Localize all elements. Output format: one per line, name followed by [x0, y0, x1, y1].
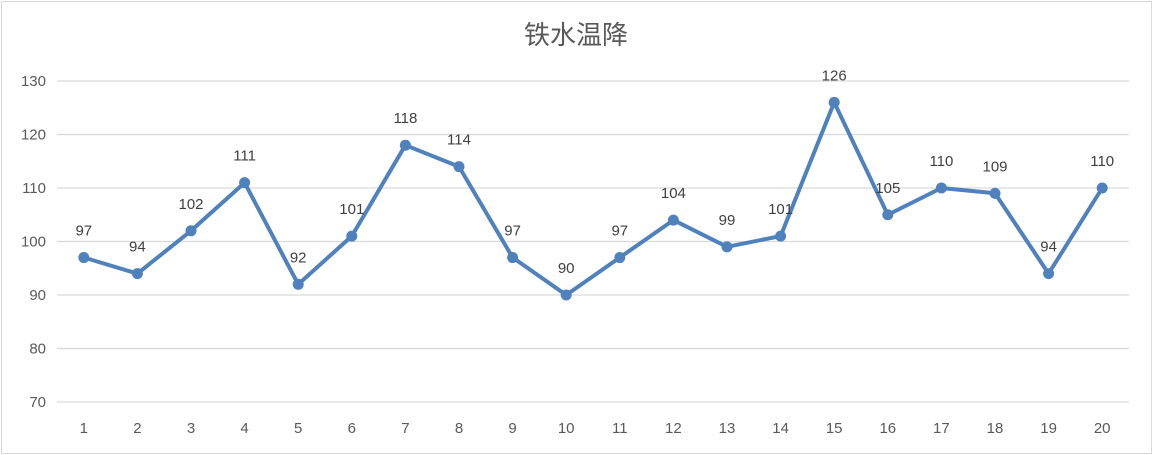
- data-label: 110: [1090, 153, 1114, 170]
- data-point: [78, 252, 90, 264]
- x-tick-label: 4: [240, 420, 248, 437]
- y-tick-label: 90: [29, 287, 46, 304]
- data-label: 114: [447, 132, 471, 149]
- data-point: [828, 96, 840, 108]
- data-point: [1043, 268, 1055, 280]
- data-point: [614, 252, 626, 264]
- data-point: [882, 209, 894, 221]
- data-label: 126: [822, 67, 847, 84]
- data-label: 99: [719, 212, 736, 229]
- x-tick-label: 16: [879, 420, 896, 437]
- data-label: 101: [339, 201, 364, 218]
- x-tick-label: 19: [1040, 420, 1057, 437]
- x-tick-label: 10: [558, 420, 575, 437]
- data-point: [1096, 182, 1108, 194]
- data-label: 102: [178, 196, 203, 213]
- data-point: [775, 230, 787, 242]
- x-tick-label: 5: [294, 420, 302, 437]
- data-point: [292, 278, 304, 290]
- data-point: [721, 241, 733, 253]
- x-axis-ticks: 1 2 3 4 5 6 7 8 9 10 11 12 13 14 15 16 17 18 19 20: [80, 420, 1111, 437]
- x-tick-label: 8: [455, 420, 463, 437]
- data-label: 111: [233, 148, 256, 165]
- data-point: [453, 161, 465, 173]
- x-tick-label: 2: [133, 420, 141, 437]
- data-point: [399, 139, 411, 151]
- y-tick-label: 120: [21, 127, 46, 144]
- y-axis-ticks: 70 80 90 100 110 120 130: [21, 73, 46, 411]
- data-label: 110: [929, 153, 953, 170]
- data-point: [507, 252, 519, 264]
- data-labels: 97 94 102 111 92 101 118 114 97 90 97 104 99 101 126 10…: [75, 67, 1114, 277]
- x-tick-label: 1: [80, 420, 88, 437]
- data-point: [239, 177, 251, 189]
- data-label: 94: [129, 239, 146, 256]
- x-tick-label: 11: [612, 420, 628, 437]
- data-label: 94: [1040, 239, 1057, 256]
- x-tick-label: 7: [401, 420, 409, 437]
- y-tick-label: 70: [29, 394, 46, 411]
- data-point: [185, 225, 197, 237]
- data-label: 92: [290, 249, 307, 266]
- x-tick-label: 15: [826, 420, 843, 437]
- x-tick-label: 14: [772, 420, 789, 437]
- chart-title: 铁水温降: [524, 21, 628, 51]
- x-tick-label: 6: [348, 420, 356, 437]
- y-tick-label: 130: [21, 73, 46, 90]
- x-tick-label: 17: [933, 420, 950, 437]
- x-tick-label: 9: [508, 420, 516, 437]
- x-tick-label: 13: [719, 420, 736, 437]
- data-label: 97: [504, 223, 521, 240]
- data-label: 97: [611, 223, 628, 240]
- x-tick-label: 20: [1094, 420, 1111, 437]
- data-point: [560, 289, 572, 301]
- data-label: 101: [768, 201, 793, 218]
- x-tick-label: 12: [665, 420, 682, 437]
- gridlines: [57, 80, 1129, 403]
- y-tick-label: 110: [22, 180, 46, 197]
- y-tick-label: 100: [21, 234, 46, 251]
- data-point: [935, 182, 947, 194]
- x-tick-label: 18: [987, 420, 1004, 437]
- data-point: [667, 214, 679, 226]
- data-point: [989, 187, 1001, 199]
- data-label: 97: [75, 223, 92, 240]
- series-group: [78, 96, 1108, 301]
- data-point: [131, 268, 143, 280]
- x-tick-label: 3: [187, 420, 195, 437]
- data-label: 90: [558, 260, 575, 277]
- y-tick-label: 80: [29, 341, 46, 358]
- data-label: 104: [661, 185, 686, 202]
- data-label: 105: [875, 180, 900, 197]
- data-label: 118: [393, 110, 417, 127]
- data-label: 109: [982, 158, 1007, 175]
- series-line: [81, 100, 1105, 297]
- data-point: [346, 230, 358, 242]
